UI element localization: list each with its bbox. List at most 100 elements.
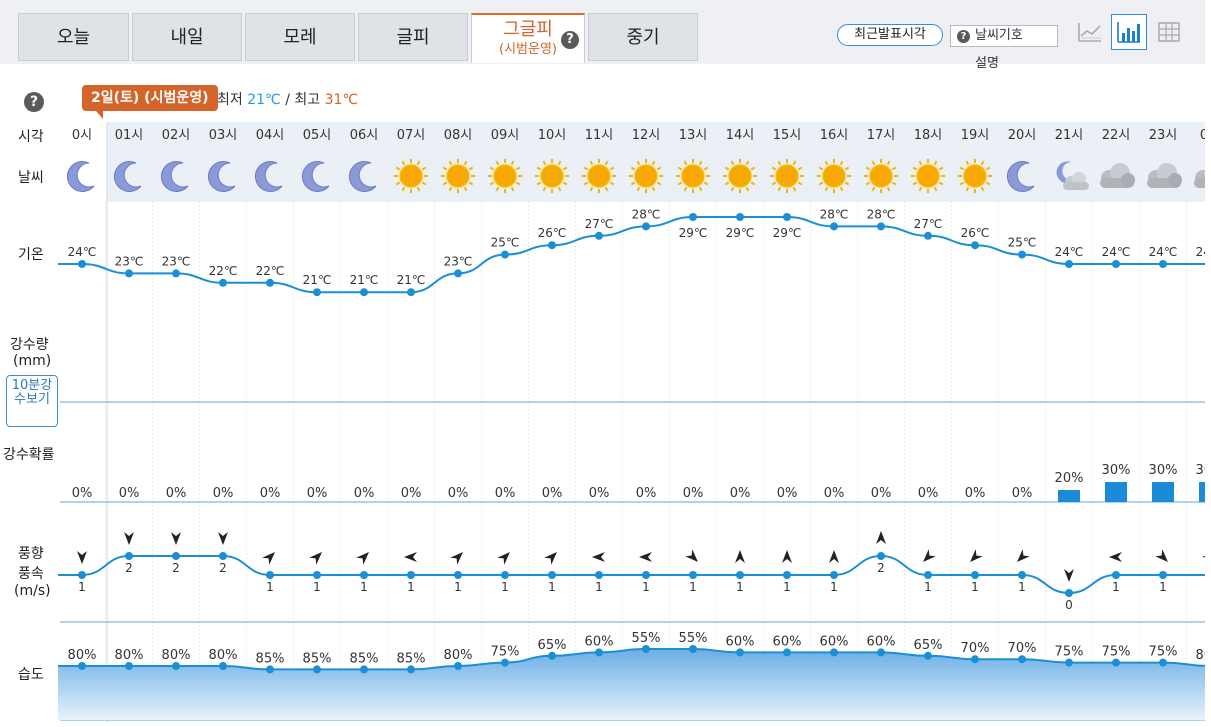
help-icon: ? (957, 30, 970, 43)
humidity-point (125, 662, 133, 670)
humidity-point (266, 665, 274, 674)
tab-mid-term[interactable]: 중기 (588, 13, 698, 61)
wind-direction-arrow (309, 552, 322, 565)
temperature-label: 22℃ (256, 264, 285, 278)
forecast-tab-bar: 오늘 내일 모레 글피 그글피 (시범운영) ? 중기 최근발표시각 ? 날씨기… (0, 0, 1205, 71)
wind-speed-point (1065, 589, 1073, 597)
sun-icon (864, 159, 898, 193)
wind-direction-arrow (1202, 549, 1205, 562)
temperature-point (407, 288, 415, 297)
temperature-label: 24℃ (1055, 245, 1084, 259)
temperature-point (783, 213, 791, 221)
cloud-icon (1147, 163, 1182, 188)
temperature-label: 22℃ (209, 264, 238, 278)
temperature-label: 24℃ (1149, 245, 1178, 259)
humidity-point (1206, 662, 1211, 670)
temperature-label: 24℃ (1102, 245, 1131, 259)
temperature-label: 27℃ (914, 217, 943, 231)
hour-label: 07시 (397, 128, 426, 143)
help-icon[interactable]: ? (24, 92, 44, 112)
temperature-label: 21℃ (397, 273, 426, 287)
help-icon[interactable]: ? (561, 31, 579, 49)
humidity-label: 80% (444, 648, 473, 663)
wind-speed-label: 1 (78, 580, 86, 594)
wind-speed-label: 1 (642, 580, 650, 594)
wind-speed-point (642, 571, 650, 579)
temperature-point (1018, 250, 1026, 259)
precip-probability-label: 0% (683, 486, 704, 501)
wind-direction-arrow (1017, 549, 1030, 562)
tab-today[interactable]: 오늘 (18, 13, 129, 61)
bar-graph-view-button[interactable] (1111, 14, 1147, 50)
wind-speed-point (830, 571, 838, 579)
line-graph-view-button[interactable] (1072, 14, 1108, 50)
row-label-precip-unit: (mm) (13, 353, 52, 369)
wind-speed-label: 1 (689, 580, 697, 594)
ten-minute-rain-button[interactable]: 10분강수보기 (6, 375, 58, 427)
humidity-label: 65% (538, 638, 567, 653)
wind-speed-label: 1 (1159, 580, 1167, 594)
legend-label: 날씨기호 (975, 28, 1023, 43)
hour-label: 06시 (350, 128, 379, 143)
temperature-label: 26℃ (538, 226, 567, 240)
humidity-point (689, 645, 697, 653)
wind-speed-point (924, 571, 932, 579)
precip-probability-label: 0% (824, 486, 845, 501)
humidity-point (219, 662, 227, 670)
precip-probability-label: 0% (401, 486, 422, 501)
wind-speed-label: 2 (877, 561, 885, 575)
temperature-point (548, 241, 556, 250)
table-view-button[interactable] (1150, 14, 1186, 50)
sun-icon (394, 159, 428, 193)
humidity-label: 60% (585, 634, 614, 649)
humidity-point (548, 651, 556, 660)
wind-speed-point (1206, 571, 1211, 579)
wind-speed-point (548, 571, 556, 579)
hour-label: 17시 (867, 128, 896, 143)
humidity-label: 75% (1055, 645, 1084, 660)
wind-speed-label: 0 (1065, 598, 1073, 612)
tab-four-days[interactable]: 그글피 (시범운영) ? (471, 13, 585, 63)
precip-probability-bar (1105, 482, 1127, 502)
wind-speed-point (877, 552, 885, 560)
wind-direction-arrow (450, 552, 463, 565)
humidity-label: 85% (350, 651, 379, 666)
recent-release-button[interactable]: 최근발표시각 (837, 24, 943, 46)
sun-icon (535, 159, 569, 193)
sun-icon (723, 159, 757, 193)
wind-direction-arrow (829, 550, 839, 563)
wind-speed-line (58, 554, 1205, 595)
precip-probability-label: 0% (636, 486, 657, 501)
hour-label: 08시 (444, 128, 473, 143)
wind-speed-label: 2 (125, 561, 133, 575)
humidity-point (1065, 658, 1073, 667)
wind-speed-point (689, 571, 697, 579)
humidity-label: 55% (679, 631, 708, 646)
temperature-point (360, 288, 368, 297)
humidity-point (830, 648, 838, 657)
wind-speed-label: 1 (1018, 580, 1026, 594)
wind-speed-label: 2 (172, 561, 180, 575)
wind-direction-arrow (876, 531, 886, 544)
precip-probability-label: 0% (260, 486, 281, 501)
line-chart-icon (1078, 23, 1101, 42)
precip-probability-bar (1199, 482, 1205, 502)
hour-label: 09시 (491, 128, 520, 143)
weather-legend-button[interactable]: ? 날씨기호 (950, 25, 1058, 47)
precip-probability-label: 30% (1102, 463, 1131, 478)
temperature-point (642, 222, 650, 231)
hour-label: 0시 (1200, 128, 1211, 143)
tab-tomorrow[interactable]: 내일 (132, 13, 242, 61)
humidity-area (58, 649, 1205, 720)
wind-direction-arrow (356, 552, 369, 565)
wind-speed-label: 1 (360, 580, 368, 594)
humidity-label: 80% (68, 648, 97, 663)
temperature-label: 23℃ (115, 254, 144, 268)
cloud-icon (1194, 168, 1205, 188)
tab-three-days[interactable]: 글피 (358, 13, 468, 61)
wind-speed-label: 1 (407, 580, 415, 594)
row-label-precip-probability: 강수확률 (3, 447, 55, 463)
tab-sublabel: (시범운영) (499, 42, 557, 57)
tab-day-after[interactable]: 모레 (245, 13, 355, 61)
temperature-label: 29℃ (726, 226, 755, 240)
